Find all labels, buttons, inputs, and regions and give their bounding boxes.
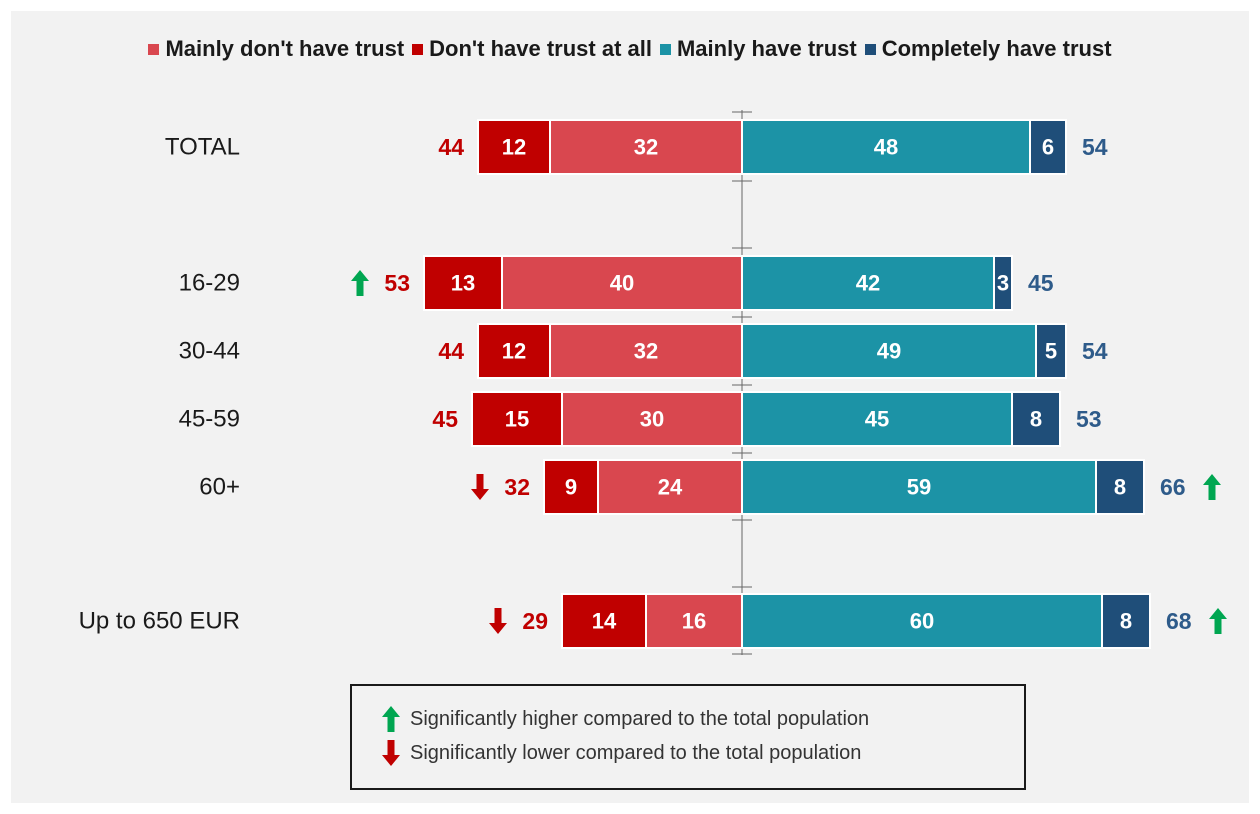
bar-label-mainly-trust: 45 bbox=[865, 407, 889, 432]
bar-label-mainly-trust: 49 bbox=[877, 339, 901, 364]
bar-label-mainly-trust: 60 bbox=[910, 609, 934, 634]
bar-label-dont-trust-at-all: 9 bbox=[565, 475, 577, 500]
negative-total-label: 53 bbox=[384, 270, 410, 296]
note-higher: Significantly higher compared to the tot… bbox=[382, 706, 869, 732]
bar-completely-trust bbox=[1029, 119, 1067, 175]
bar-label-mainly-dont-trust: 40 bbox=[610, 271, 634, 296]
bar-label-mainly-trust: 42 bbox=[856, 271, 880, 296]
bar-dont-trust-at-all bbox=[423, 255, 503, 311]
bar-mainly-trust bbox=[741, 391, 1013, 447]
bar-label-completely-trust: 6 bbox=[1042, 135, 1054, 160]
bar-completely-trust bbox=[1101, 593, 1151, 649]
bar-label-mainly-dont-trust: 16 bbox=[682, 609, 706, 634]
legend-swatch-mainly-trust bbox=[659, 43, 671, 55]
arrow-up-icon bbox=[1209, 608, 1227, 634]
bar-label-completely-trust: 8 bbox=[1114, 475, 1126, 500]
bar-completely-trust bbox=[993, 255, 1013, 311]
negative-total-label: 45 bbox=[432, 406, 458, 432]
legend-item-mainly-trust: Mainly have trust bbox=[659, 36, 857, 62]
positive-total-label: 53 bbox=[1076, 406, 1102, 432]
legend-swatch-dont-trust-at-all bbox=[412, 43, 424, 55]
arrow-down-icon bbox=[489, 608, 507, 634]
bar-label-mainly-dont-trust: 24 bbox=[658, 475, 683, 500]
bar-label-mainly-dont-trust: 30 bbox=[640, 407, 664, 432]
category-label: Up to 650 EUR bbox=[79, 608, 240, 635]
note-higher-text: Significantly higher compared to the tot… bbox=[410, 707, 870, 730]
bar-label-mainly-trust: 48 bbox=[874, 135, 898, 160]
bar-mainly-trust bbox=[741, 459, 1097, 515]
note-lower-text: Significantly lower compared to the tota… bbox=[410, 741, 862, 764]
bar-label-completely-trust: 5 bbox=[1045, 339, 1057, 364]
legend-label-mainly-trust: Mainly have trust bbox=[676, 36, 857, 61]
positive-total-label: 66 bbox=[1160, 474, 1186, 500]
note-lower: Significantly lower compared to the tota… bbox=[382, 740, 861, 766]
positive-total-label: 54 bbox=[1082, 338, 1108, 364]
negative-total-label: 44 bbox=[438, 134, 464, 160]
bar-dont-trust-at-all bbox=[543, 459, 599, 515]
bar-mainly-dont-trust bbox=[549, 119, 743, 175]
bar-completely-trust bbox=[1095, 459, 1145, 515]
negative-total-label: 44 bbox=[438, 338, 464, 364]
bar-label-dont-trust-at-all: 12 bbox=[502, 339, 526, 364]
bar-dont-trust-at-all bbox=[561, 593, 647, 649]
legend-item-dont-trust-at-all: Don't have trust at all bbox=[412, 36, 652, 62]
negative-total-label: 29 bbox=[522, 608, 548, 634]
bar-dont-trust-at-all bbox=[471, 391, 563, 447]
bar-dont-trust-at-all bbox=[477, 119, 551, 175]
bar-label-mainly-dont-trust: 32 bbox=[634, 339, 658, 364]
bar-mainly-dont-trust bbox=[549, 323, 743, 379]
bar-mainly-trust bbox=[741, 323, 1037, 379]
chart-legend: Mainly don't have trust Don't have trust… bbox=[0, 36, 1260, 62]
bar-mainly-dont-trust bbox=[501, 255, 743, 311]
bar-mainly-trust bbox=[741, 255, 995, 311]
bar-label-completely-trust: 8 bbox=[1030, 407, 1042, 432]
category-label: 45-59 bbox=[179, 406, 240, 433]
category-label: 30-44 bbox=[179, 338, 240, 365]
bar-completely-trust bbox=[1035, 323, 1067, 379]
legend-swatch-completely-trust bbox=[864, 43, 876, 55]
legend-swatch-mainly-dont-trust bbox=[148, 43, 160, 55]
arrow-up-icon bbox=[382, 706, 400, 732]
legend-label-mainly-dont-trust: Mainly don't have trust bbox=[165, 36, 405, 61]
bar-label-completely-trust: 3 bbox=[997, 271, 1009, 296]
bar-label-mainly-dont-trust: 32 bbox=[634, 135, 658, 160]
bar-label-dont-trust-at-all: 13 bbox=[451, 271, 475, 296]
bar-mainly-dont-trust bbox=[645, 593, 743, 649]
bar-label-dont-trust-at-all: 14 bbox=[592, 609, 617, 634]
arrow-down-icon bbox=[382, 740, 400, 766]
legend-label-dont-trust-at-all: Don't have trust at all bbox=[429, 36, 652, 61]
positive-total-label: 45 bbox=[1028, 270, 1054, 296]
arrow-down-icon bbox=[471, 474, 489, 500]
bar-label-dont-trust-at-all: 15 bbox=[505, 407, 529, 432]
category-label: TOTAL bbox=[165, 134, 240, 161]
category-label: 16-29 bbox=[179, 270, 240, 297]
bar-dont-trust-at-all bbox=[477, 323, 551, 379]
significance-notes: Significantly higher compared to the tot… bbox=[350, 684, 1026, 790]
bar-completely-trust bbox=[1011, 391, 1061, 447]
legend-label-completely-trust: Completely have trust bbox=[881, 36, 1112, 61]
bar-label-dont-trust-at-all: 12 bbox=[502, 135, 526, 160]
bar-label-mainly-trust: 59 bbox=[907, 475, 931, 500]
category-label: 60+ bbox=[199, 474, 240, 501]
legend-item-mainly-dont-trust: Mainly don't have trust bbox=[148, 36, 404, 62]
legend-item-completely-trust: Completely have trust bbox=[864, 36, 1112, 62]
arrow-up-icon bbox=[351, 270, 369, 296]
negative-total-label: 32 bbox=[504, 474, 530, 500]
bar-mainly-trust bbox=[741, 593, 1103, 649]
positive-total-label: 68 bbox=[1166, 608, 1192, 634]
arrow-up-icon bbox=[1203, 474, 1221, 500]
bar-label-completely-trust: 8 bbox=[1120, 609, 1132, 634]
positive-total-label: 54 bbox=[1082, 134, 1108, 160]
